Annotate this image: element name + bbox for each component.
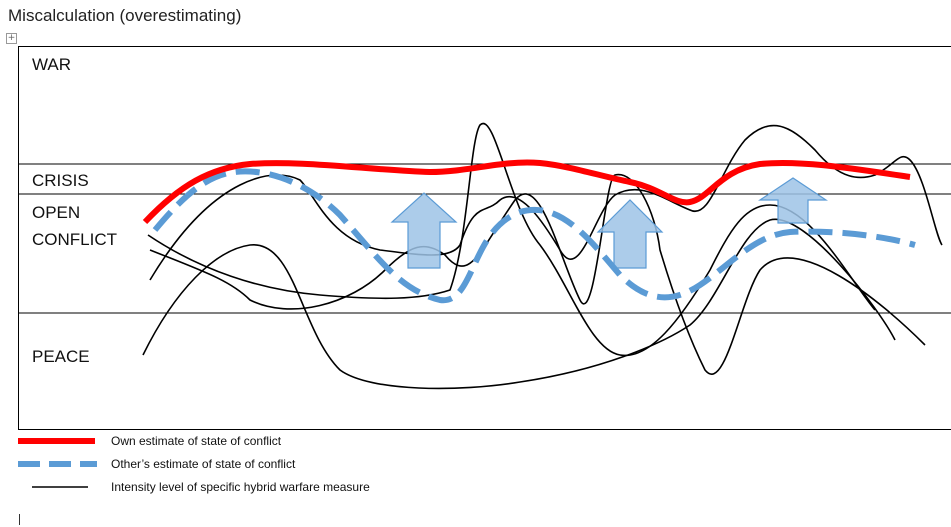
intensity-curve-2	[147, 122, 876, 357]
band-label-crisis: CRISIS	[32, 171, 89, 190]
band-label-conflict: CONFLICT	[32, 230, 117, 249]
band-label-open: OPEN	[32, 203, 81, 222]
move-handle-icon[interactable]: +	[6, 33, 17, 44]
other-estimate-line	[152, 168, 916, 304]
legend-other-label: Other’s estimate of state of conflict	[111, 457, 296, 471]
legend-own-label: Own estimate of state of conflict	[111, 434, 282, 448]
legend-intensity-label: Intensity level of specific hybrid warfa…	[111, 480, 370, 494]
band-label-war: WAR	[32, 55, 72, 74]
band-label-peace: PEACE	[32, 347, 90, 366]
escalation-arrow-2	[596, 199, 664, 269]
own-estimate-line	[142, 159, 911, 225]
escalation-arrow-3	[758, 177, 828, 224]
intensity-curve-3	[149, 173, 926, 375]
text-cursor	[19, 514, 20, 525]
escalation-arrows	[390, 177, 828, 269]
diagram-title: Miscalculation (overestimating)	[8, 6, 242, 25]
escalation-arrow-1	[390, 192, 458, 269]
intensity-curve-1	[142, 218, 896, 390]
diagram-frame	[18, 46, 951, 430]
intensity-curves	[142, 122, 943, 390]
intensity-curve-4	[149, 124, 943, 281]
